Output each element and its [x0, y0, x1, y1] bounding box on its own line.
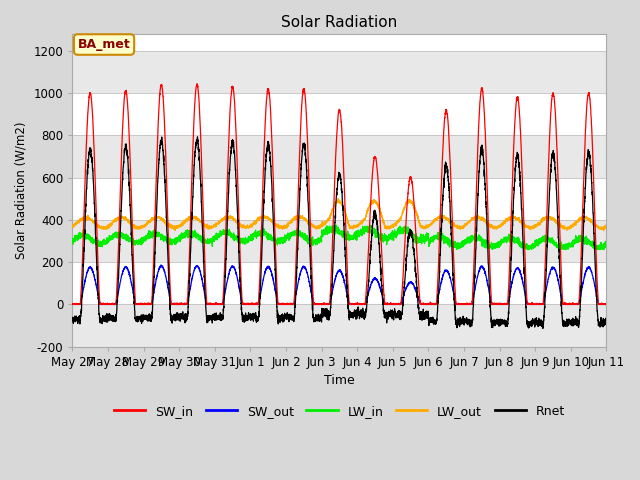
LW_out: [68, 224, 76, 230]
Bar: [72, 51, 607, 93]
LW_in: [367, 222, 374, 228]
SW_in: [490, 301, 497, 307]
SW_in: [164, 237, 172, 243]
SW_in: [193, 81, 201, 87]
LW_out: [319, 223, 327, 229]
X-axis label: Time: Time: [324, 374, 355, 387]
Bar: [72, 304, 607, 347]
Rnet: [490, 319, 497, 325]
SW_out: [459, 301, 467, 307]
LW_out: [429, 219, 437, 225]
Line: Rnet: Rnet: [72, 137, 607, 328]
LW_in: [68, 238, 76, 243]
Rnet: [603, 317, 611, 323]
LW_in: [164, 240, 172, 246]
LW_out: [490, 226, 497, 231]
LW_in: [602, 244, 610, 250]
LW_out: [600, 228, 607, 234]
Line: LW_in: LW_in: [72, 225, 607, 250]
SW_out: [164, 287, 172, 292]
Rnet: [194, 134, 202, 140]
SW_out: [319, 301, 327, 307]
Line: SW_in: SW_in: [72, 84, 607, 304]
Rnet: [602, 321, 610, 326]
Rnet: [68, 315, 76, 321]
SW_out: [68, 301, 76, 307]
LW_out: [335, 196, 342, 202]
SW_in: [429, 301, 437, 307]
SW_out: [603, 301, 611, 307]
Text: BA_met: BA_met: [77, 38, 131, 51]
SW_in: [68, 301, 76, 307]
SW_out: [429, 301, 437, 307]
SW_in: [68, 301, 76, 307]
Line: SW_out: SW_out: [72, 265, 607, 304]
SW_in: [460, 301, 467, 307]
Line: LW_out: LW_out: [72, 199, 607, 231]
LW_in: [490, 242, 497, 248]
SW_in: [602, 301, 610, 307]
Bar: [72, 220, 607, 262]
LW_out: [603, 225, 611, 230]
Bar: [72, 135, 607, 178]
SW_out: [602, 301, 610, 307]
SW_out: [157, 262, 164, 268]
Rnet: [164, 265, 172, 271]
SW_out: [490, 301, 497, 307]
SW_in: [603, 301, 611, 307]
Title: Solar Radiation: Solar Radiation: [281, 15, 397, 30]
Rnet: [459, 321, 467, 326]
LW_in: [319, 227, 327, 233]
SW_in: [319, 301, 327, 307]
LW_out: [164, 223, 172, 229]
Legend: SW_in, SW_out, LW_in, LW_out, Rnet: SW_in, SW_out, LW_in, LW_out, Rnet: [109, 400, 570, 423]
Rnet: [539, 325, 547, 331]
LW_in: [603, 240, 611, 246]
Rnet: [319, 308, 327, 314]
LW_out: [602, 224, 610, 230]
Y-axis label: Solar Radiation (W/m2): Solar Radiation (W/m2): [15, 121, 28, 259]
LW_out: [459, 224, 467, 229]
Rnet: [429, 318, 437, 324]
LW_in: [460, 238, 467, 243]
LW_in: [429, 235, 437, 241]
LW_in: [453, 247, 461, 252]
